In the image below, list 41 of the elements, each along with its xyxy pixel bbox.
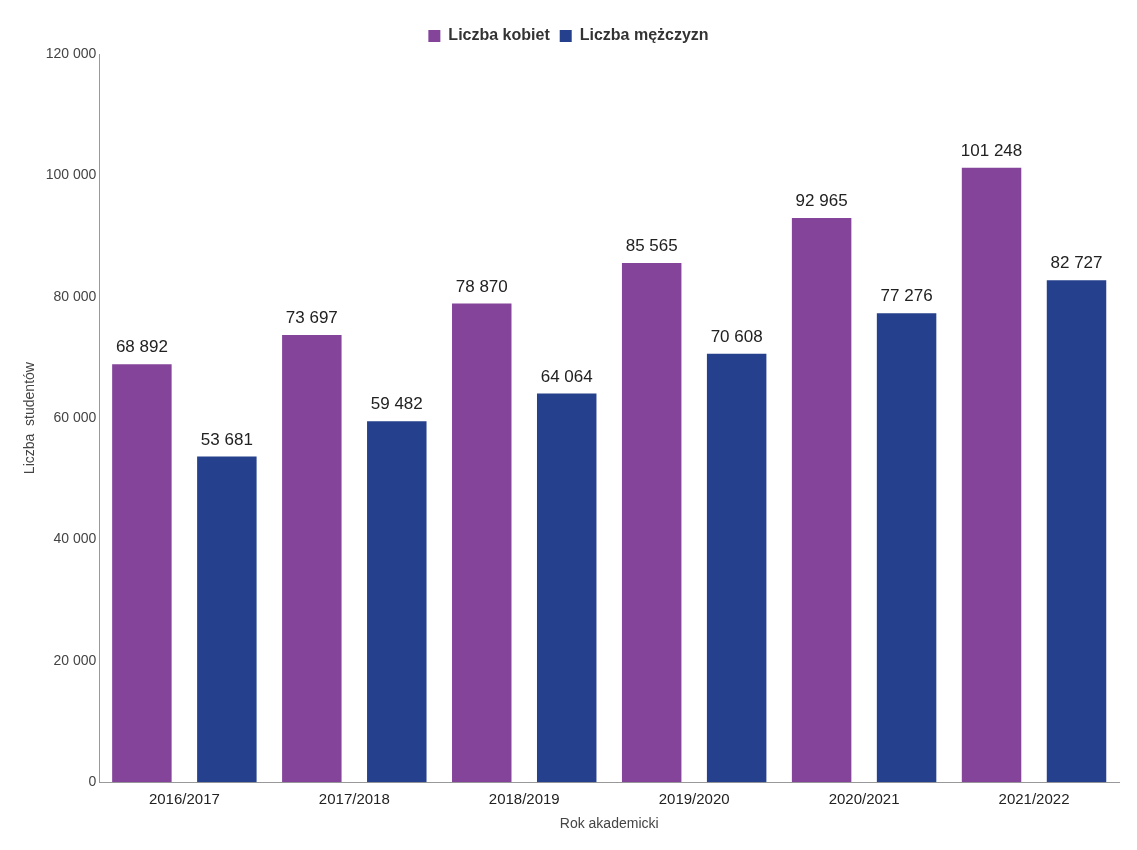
- data-label: 77 276: [880, 286, 933, 306]
- data-label: 101 248: [960, 140, 1023, 160]
- data-label: 78 870: [455, 276, 508, 296]
- x-tick-label: 2021/2022: [998, 790, 1070, 808]
- data-label: 59 482: [370, 394, 423, 414]
- x-tick-label: 2017/2018: [318, 790, 390, 808]
- bar: [112, 364, 172, 783]
- legend-label: Liczba mężczyzn: [579, 26, 709, 44]
- legend-label: Liczba kobiet: [448, 26, 551, 44]
- y-tick-label: 40 000: [53, 530, 97, 547]
- x-tick-label: 2018/2019: [488, 790, 560, 808]
- data-label: 68 892: [115, 337, 168, 357]
- x-tick-label: 2019/2020: [658, 790, 730, 808]
- data-label: 53 681: [200, 429, 253, 449]
- y-tick-label: 120 000: [45, 44, 97, 61]
- x-tick-label: 2020/2021: [828, 790, 900, 808]
- data-label: 92 965: [795, 191, 848, 211]
- data-label: 85 565: [625, 236, 678, 256]
- data-label: 82 727: [1050, 253, 1103, 273]
- bar: [1046, 280, 1107, 783]
- bar: [876, 313, 937, 783]
- data-label: 64 064: [540, 366, 593, 386]
- y-tick-label: 20 000: [53, 651, 97, 668]
- bar: [621, 262, 682, 783]
- bar: [536, 393, 597, 783]
- bar: [197, 456, 257, 783]
- data-label: 73 697: [285, 308, 338, 328]
- y-axis-title: Liczba studentów: [21, 361, 38, 475]
- bar: [367, 421, 427, 783]
- y-tick-label: 100 000: [45, 166, 97, 183]
- bar: [282, 334, 342, 783]
- bar: [452, 303, 512, 783]
- y-tick-label: 80 000: [53, 287, 97, 304]
- x-tick-label: 2016/2017: [148, 790, 220, 808]
- y-tick-label: 60 000: [53, 408, 97, 425]
- bar: [961, 167, 1022, 783]
- data-label: 70 608: [710, 326, 763, 346]
- x-axis-title: Rok akademicki: [559, 815, 659, 832]
- y-tick-label: 0: [88, 773, 97, 790]
- bar: [791, 218, 852, 783]
- bar: [706, 353, 767, 783]
